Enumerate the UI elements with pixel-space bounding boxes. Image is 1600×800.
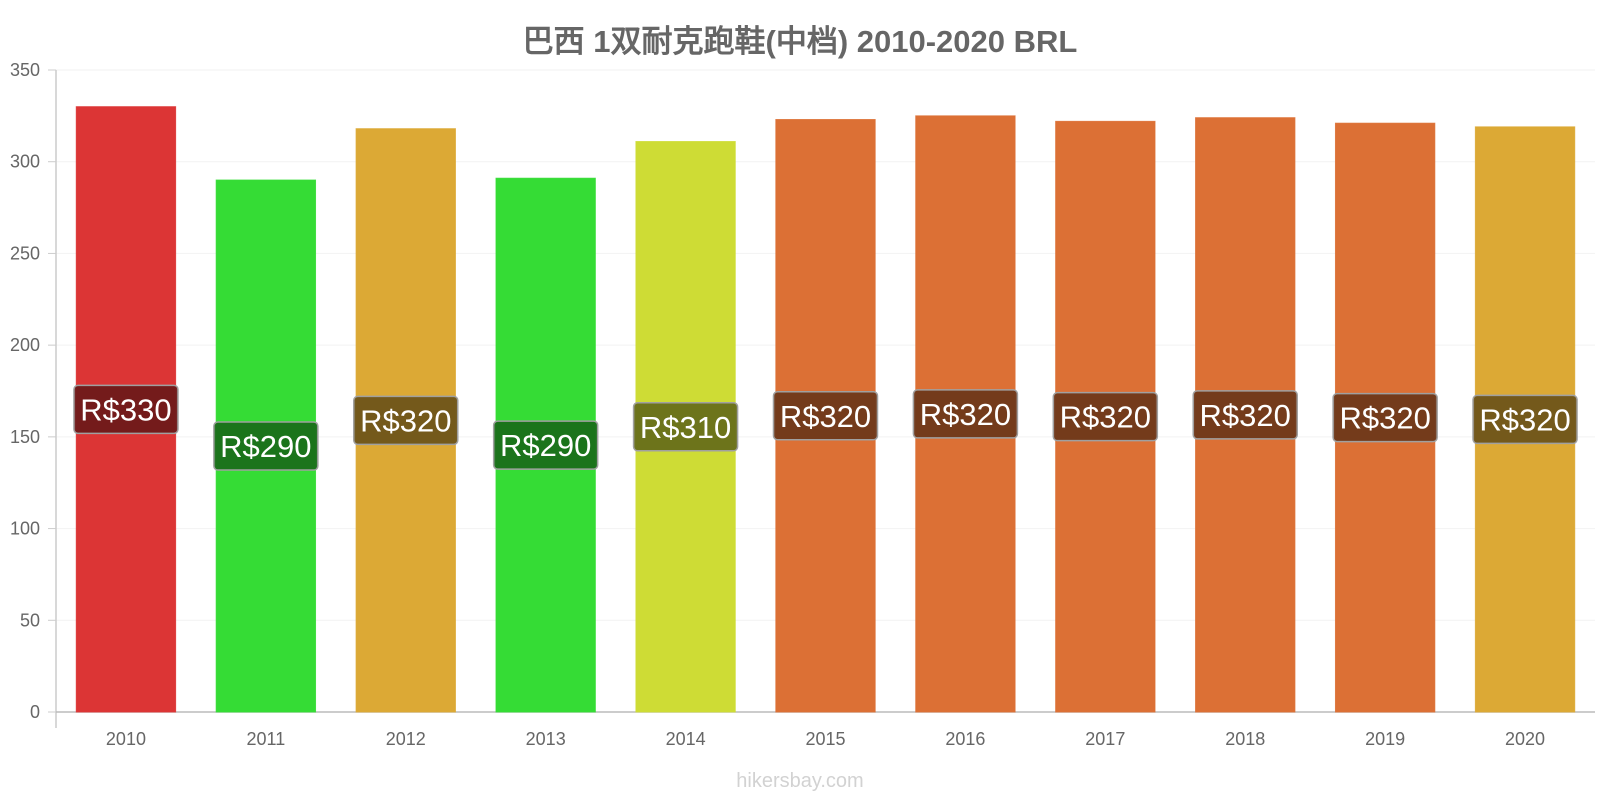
data-label-2018: R$320: [1200, 398, 1291, 433]
y-tick-label: 300: [10, 152, 40, 172]
y-tick-label: 200: [10, 335, 40, 355]
x-tick-label: 2014: [666, 729, 706, 749]
x-tick-label: 2018: [1225, 729, 1265, 749]
data-label-box: [213, 421, 319, 471]
y-tick-label: 50: [20, 610, 40, 630]
y-tick-label: 350: [10, 60, 40, 80]
x-tick-label: 2012: [386, 729, 426, 749]
data-label-box: [492, 420, 599, 470]
x-tick-label: 2017: [1085, 729, 1125, 749]
data-label-2020: R$320: [1479, 402, 1570, 437]
data-label-2013: R$290: [500, 428, 591, 463]
x-tick-label: 2016: [945, 729, 985, 749]
watermark: hikersbay.com: [736, 770, 864, 792]
y-tick-label: 0: [30, 702, 40, 722]
data-label-2015: R$320: [780, 399, 871, 434]
data-label-box: [1332, 392, 1438, 443]
y-tick-label: 100: [10, 519, 40, 539]
x-tick-label: 2015: [805, 729, 845, 749]
data-label-box: [632, 402, 739, 452]
y-tick-label: 250: [10, 243, 40, 263]
data-label-2016: R$320: [920, 397, 1011, 432]
axes: 0 50 100 150 200 250 300 350 2010 2011 2012 2013 201…: [10, 60, 1595, 749]
chart-title: 巴西 1双耐克跑鞋(中档) 2010-2020 BRL: [522, 24, 1078, 59]
x-tick-label: 2013: [526, 729, 566, 749]
data-label-2011: R$290: [220, 429, 311, 464]
data-label-box: [1472, 394, 1578, 445]
data-label-2017: R$320: [1060, 400, 1151, 435]
data-label-box: [353, 395, 459, 446]
data-label-box: [1192, 390, 1298, 440]
data-label-box: [73, 384, 179, 435]
data-label-2010: R$330: [80, 392, 171, 427]
x-tick-label: 2011: [247, 729, 286, 749]
x-tick-label: 2020: [1505, 729, 1545, 749]
data-label-2019: R$320: [1339, 401, 1430, 436]
y-tick-label: 150: [10, 427, 40, 447]
data-labels: R$330 R$290 R$320 R$290 R$310 R$320 R$320 R$320…: [73, 384, 1578, 471]
data-label-box: [912, 389, 1019, 439]
x-tick-label: 2010: [106, 729, 146, 749]
data-label-2014: R$310: [640, 410, 731, 445]
x-tick-label: 2019: [1365, 729, 1405, 749]
data-label-box: [1052, 391, 1159, 442]
data-label-2012: R$320: [360, 403, 451, 438]
data-label-box: [772, 391, 879, 441]
